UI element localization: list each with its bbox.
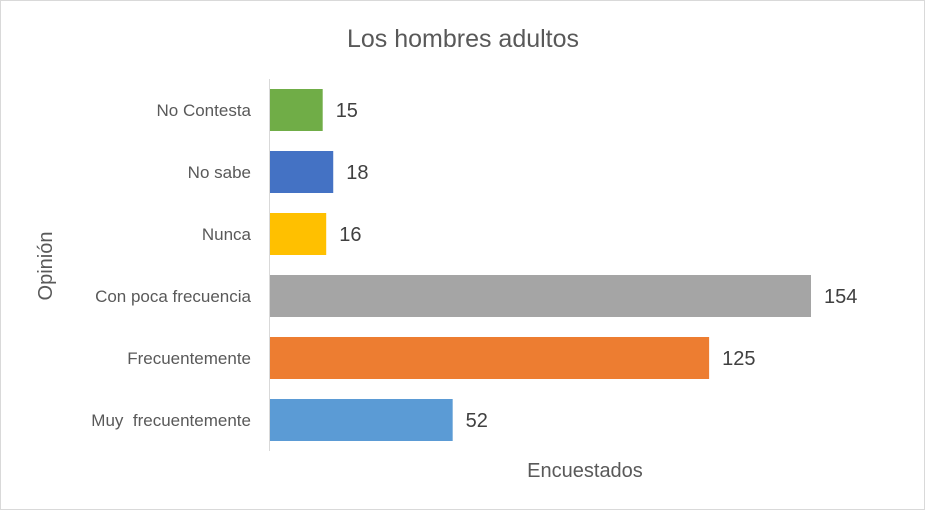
bars-group: No Contesta 15 No sabe 18 Nunca 16 Con poca fr…	[91, 89, 857, 441]
bar-2	[270, 213, 327, 255]
value-label-5: 52	[466, 410, 488, 432]
value-label-0: 15	[336, 100, 358, 122]
value-label-3: 154	[824, 286, 857, 308]
x-axis-title: Encuestados	[527, 460, 643, 482]
value-label-2: 16	[339, 224, 361, 246]
value-label-4: 125	[722, 348, 755, 370]
category-label-4: Frecuentemente	[127, 349, 251, 368]
bar-1	[270, 151, 334, 193]
value-label-1: 18	[346, 162, 368, 184]
category-label-0: No Contesta	[157, 101, 252, 120]
y-axis-title: Opinión	[35, 232, 57, 301]
bar-4	[270, 337, 710, 379]
bar-5	[270, 399, 453, 441]
category-label-5: Muy frecuentemente	[91, 411, 251, 430]
category-label-2: Nunca	[202, 225, 252, 244]
bar-0	[270, 89, 323, 131]
chart-title: Los hombres adultos	[347, 25, 579, 53]
category-label-3: Con poca frecuencia	[95, 287, 251, 306]
bar-3	[270, 275, 811, 317]
category-label-1: No sabe	[188, 163, 251, 182]
